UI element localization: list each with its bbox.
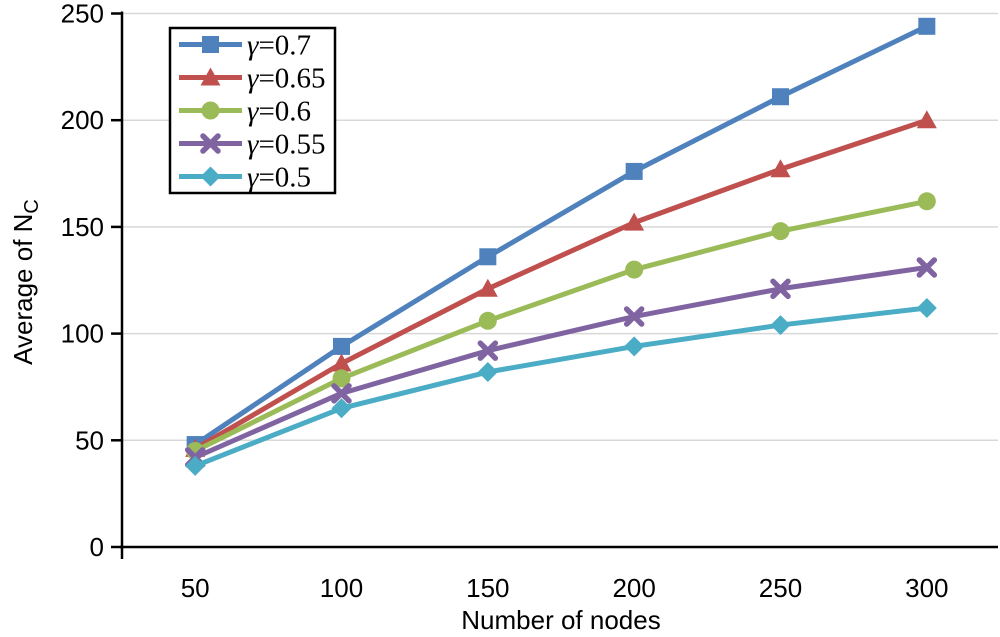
data-point-marker [917, 192, 936, 211]
series-line [192, 264, 930, 460]
series-line [192, 23, 930, 448]
data-point-marker [623, 306, 645, 327]
series-layer [184, 17, 938, 476]
legend-item: γ=0.55 [179, 129, 326, 161]
data-point-marker [918, 17, 936, 35]
data-point-marker [331, 398, 352, 419]
legend-item: γ=0.65 [179, 63, 326, 95]
data-point-marker [770, 159, 791, 178]
data-point-marker [333, 337, 350, 355]
x-tick-label: 300 [905, 573, 948, 603]
series-3 [184, 257, 938, 468]
data-point-marker [625, 162, 643, 180]
x-tick-label: 50 [181, 573, 210, 603]
y-tick-label: 250 [61, 0, 104, 29]
y-tick-label: 100 [61, 319, 104, 349]
legend-label: γ=0.6 [247, 96, 311, 128]
data-point-marker [916, 257, 938, 278]
y-tick-label: 0 [90, 532, 104, 562]
x-axis-title: Number of nodes [461, 605, 660, 635]
y-tick-label: 50 [75, 425, 104, 455]
data-point-marker [331, 353, 352, 372]
data-point-marker [916, 110, 937, 129]
legend-marker [200, 166, 221, 187]
legend-item: γ=0.5 [179, 162, 311, 194]
data-point-marker [770, 315, 791, 336]
data-point-marker [477, 340, 499, 361]
y-tick-label: 200 [61, 105, 104, 135]
x-tick-label: 100 [320, 573, 363, 603]
data-point-marker [624, 336, 645, 357]
data-point-marker [770, 278, 791, 300]
data-point-marker [916, 297, 937, 318]
legend: γ=0.7γ=0.65γ=0.6γ=0.55γ=0.5 [168, 26, 337, 195]
data-point-marker [331, 383, 352, 404]
legend-marker [202, 36, 219, 53]
legend-label: γ=0.7 [247, 30, 311, 62]
data-point-marker [479, 248, 497, 266]
series-line [192, 305, 930, 469]
legend-marker [200, 133, 221, 154]
y-axis-title: Average of NC [8, 199, 43, 365]
data-point-marker [185, 455, 206, 476]
legend-label: γ=0.65 [247, 63, 326, 95]
y-axis-title-main: Average of N [8, 214, 38, 365]
series-2 [186, 192, 936, 460]
legend-marker [201, 101, 220, 120]
legend-label: γ=0.5 [247, 162, 311, 194]
tick-labels-layer: 0 50 100 150 200 250 50 100 150 200 250 300 [61, 0, 949, 603]
data-point-marker [771, 222, 790, 241]
x-tick-label: 250 [759, 573, 802, 603]
series-4 [185, 297, 937, 476]
legend-label: γ=0.55 [247, 129, 326, 161]
x-tick-label: 150 [466, 573, 509, 603]
y-tick-label: 150 [61, 212, 104, 242]
data-point-marker [625, 260, 644, 279]
data-point-marker [332, 369, 351, 388]
data-point-marker [477, 278, 498, 297]
legend-item: γ=0.7 [179, 30, 311, 62]
x-tick-label: 200 [612, 573, 655, 603]
data-point-marker [478, 311, 497, 330]
series-line [192, 117, 930, 452]
data-point-marker [624, 212, 645, 231]
legend-marker [200, 67, 221, 86]
data-point-marker [772, 88, 789, 106]
series-line [192, 198, 930, 454]
y-axis-title-subscript: C [21, 199, 43, 213]
legend-item: γ=0.6 [179, 96, 311, 128]
axes-layer [111, 11, 998, 559]
data-point-marker [477, 362, 498, 383]
